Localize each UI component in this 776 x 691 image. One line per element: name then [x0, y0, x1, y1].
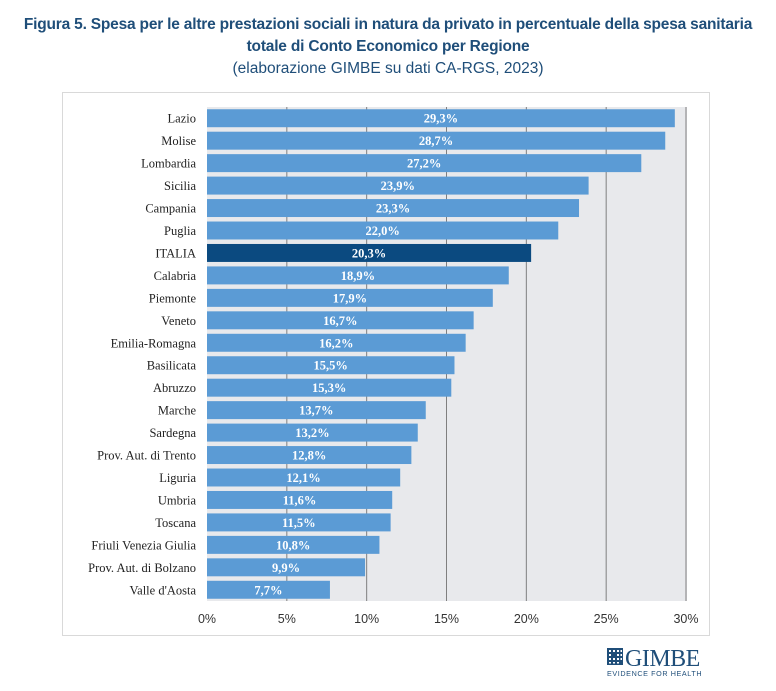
bar	[207, 221, 559, 240]
bar	[207, 199, 580, 218]
bar-value-label: 7,7%	[254, 583, 282, 597]
bar-value-label: 12,8%	[292, 449, 326, 463]
category-label: Emilia-Romagna	[111, 336, 197, 350]
figure-subtitle: (elaborazione GIMBE su dati CA-RGS, 2023…	[232, 60, 544, 77]
bar-value-label: 10,8%	[276, 538, 310, 552]
x-tick-label: 15%	[434, 612, 459, 626]
figure-title-line-1: Figura 5. Spesa per le altre prestazioni…	[23, 16, 753, 33]
bar-value-label: 17,9%	[333, 291, 367, 305]
category-label: Abruzzo	[153, 381, 196, 395]
x-tick-label: 25%	[594, 612, 619, 626]
category-label: Prov. Aut. di Bolzano	[88, 561, 196, 575]
bar-value-label: 20,3%	[352, 246, 386, 260]
gimbe-grid-icon	[607, 648, 623, 665]
bar-value-label: 23,9%	[381, 179, 415, 193]
category-label: ITALIA	[155, 246, 196, 260]
x-tick-label: 5%	[278, 612, 296, 626]
figure-title-block: Figura 5. Spesa per le altre prestazioni…	[0, 14, 776, 80]
x-tick-label: 10%	[354, 612, 379, 626]
category-label: Sicilia	[164, 179, 196, 193]
category-label: Sardegna	[149, 426, 196, 440]
bar	[207, 490, 393, 509]
category-label: Prov. Aut. di Trento	[97, 449, 196, 463]
bar	[207, 154, 642, 173]
bar	[207, 558, 366, 577]
bar	[207, 356, 455, 375]
category-label: Puglia	[164, 224, 196, 238]
category-label: Umbria	[158, 493, 197, 507]
category-label: Molise	[161, 134, 196, 148]
x-axis-tick-labels: 0% 5% 10% 15% 20% 25% 30%	[198, 612, 699, 626]
bar	[207, 423, 418, 442]
bar-value-label: 22,0%	[365, 224, 399, 238]
bar	[207, 468, 401, 487]
bar	[207, 109, 675, 128]
bar-value-label: 11,5%	[282, 516, 316, 530]
bar-value-label: 23,3%	[376, 202, 410, 216]
category-label: Campania	[145, 202, 196, 216]
bar-value-label: 16,2%	[319, 336, 353, 350]
category-label: Piemonte	[149, 291, 197, 305]
bar	[207, 266, 509, 285]
bar-value-label: 9,9%	[272, 561, 300, 575]
category-label: Veneto	[161, 314, 196, 328]
bar	[207, 401, 426, 420]
bar-value-label: 15,3%	[312, 381, 346, 395]
chart-frame	[62, 92, 710, 636]
bar	[207, 131, 666, 150]
bar-value-label: 13,2%	[295, 426, 329, 440]
bar	[207, 333, 466, 352]
bar-italia-highlight	[207, 243, 532, 262]
bar	[207, 378, 452, 397]
bar-value-label: 18,9%	[341, 269, 375, 283]
logo-tagline: EVIDENCE FOR HEALTH	[607, 669, 702, 678]
category-label: Liguria	[159, 471, 196, 485]
bar-value-label: 11,6%	[283, 493, 317, 507]
bar	[207, 311, 474, 330]
category-label: Toscana	[155, 516, 196, 530]
bar	[207, 176, 589, 195]
bar-value-label: 28,7%	[419, 134, 453, 148]
category-label: Marche	[158, 404, 197, 418]
bar-value-label: 29,3%	[424, 112, 458, 126]
category-label: Valle d'Aosta	[130, 583, 197, 597]
x-tick-label: 30%	[673, 612, 698, 626]
category-labels: Lazio Molise Lombardia Sicilia Campania Pugli…	[88, 112, 196, 598]
bar-value-label: 16,7%	[323, 314, 357, 328]
category-label: Friuli Venezia Giulia	[91, 538, 196, 552]
bar	[207, 446, 412, 465]
category-label: Lazio	[168, 112, 196, 126]
bar-value-label: 13,7%	[299, 404, 333, 418]
bar-value-label: 15,5%	[314, 359, 348, 373]
bar	[207, 513, 391, 532]
figure-title-line-2: totale di Conto Economico per Regione	[246, 38, 530, 55]
bar-value-label: 27,2%	[407, 157, 441, 171]
x-tick-label: 20%	[514, 612, 539, 626]
category-label: Basilicata	[147, 359, 197, 373]
category-label: Calabria	[154, 269, 197, 283]
logo-wordmark: GIMBE	[625, 646, 700, 672]
gimbe-logo: GIMBE EVIDENCE FOR HEALTH	[607, 646, 702, 678]
bar	[207, 580, 330, 599]
bar	[207, 535, 380, 554]
bar-value-label: 12,1%	[286, 471, 320, 485]
category-label: Lombardia	[141, 157, 196, 171]
x-tick-label: 0%	[198, 612, 216, 626]
bars: 29,3% 28,7% 27,2% 23,9% 23,3% 22,0% 20,3% 18,9%…	[207, 109, 675, 599]
bar	[207, 288, 493, 307]
